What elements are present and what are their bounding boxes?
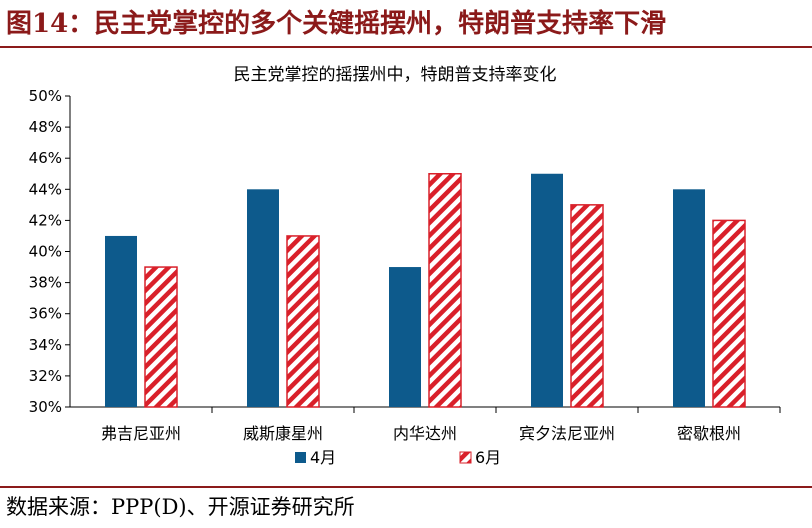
bar-april — [105, 235, 137, 407]
y-tick-label: 34% — [29, 336, 62, 354]
x-category-label: 宾夕法尼亚州 — [519, 424, 615, 443]
chart-title: 民主党掌控的摇摆州中，特朗普支持率变化 — [234, 65, 557, 85]
y-tick-label: 36% — [29, 305, 62, 323]
y-tick-label: 44% — [29, 180, 62, 198]
bar-april — [389, 267, 421, 407]
legend-label: 4月 — [310, 448, 336, 467]
legend-swatch-april — [295, 452, 306, 463]
y-tick-label: 46% — [29, 149, 62, 167]
bar-june — [712, 219, 746, 408]
x-category-label: 内华达州 — [393, 424, 457, 443]
figure-title: 图14：民主党掌控的多个关键摇摆州，特朗普支持率下滑 — [6, 9, 667, 39]
title-rule — [0, 46, 812, 48]
legend-swatch-june — [459, 451, 472, 464]
y-tick-label: 40% — [29, 243, 62, 261]
bar-june — [570, 204, 604, 408]
y-tick-label: 42% — [29, 211, 62, 229]
y-tick-label: 32% — [29, 367, 62, 385]
y-tick-label: 38% — [29, 274, 62, 292]
bar-june — [286, 235, 320, 408]
source-rule — [0, 486, 812, 488]
bar-june — [428, 173, 462, 408]
bar-april — [247, 189, 279, 407]
bar-april — [673, 189, 705, 407]
legend-label: 6月 — [475, 448, 501, 467]
y-tick-label: 30% — [29, 398, 62, 416]
source-note: 数据来源：PPP(D)、开源证券研究所 — [6, 495, 355, 519]
bar-june — [144, 266, 178, 408]
x-category-label: 威斯康星州 — [243, 424, 323, 443]
y-tick-label: 48% — [29, 118, 62, 136]
y-tick-label: 50% — [29, 87, 62, 105]
x-category-label: 密歇根州 — [677, 424, 741, 443]
bar-april — [531, 173, 563, 407]
x-category-label: 弗吉尼亚州 — [101, 424, 181, 443]
